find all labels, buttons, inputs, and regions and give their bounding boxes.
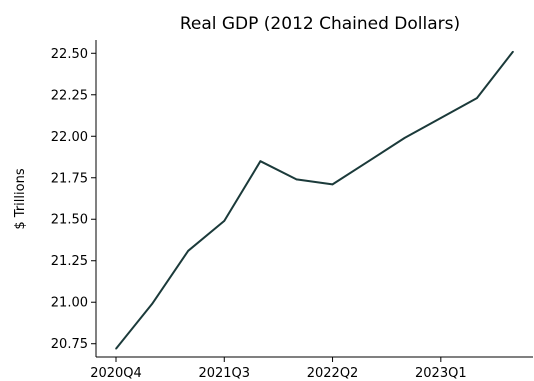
y-tick-label: 21.50: [51, 213, 88, 228]
data-point: [512, 50, 514, 53]
x-tick-label: 2022Q2: [307, 366, 359, 381]
data-point: [367, 160, 370, 162]
y-ticks: 20.75 21.00 21.25 21.50 21.75 22.00 22.25 22.50: [51, 47, 96, 352]
x-tick-label: 2023Q1: [415, 366, 467, 381]
data-point: [440, 117, 442, 119]
data-point: [295, 178, 298, 181]
y-tick-label: 21.75: [51, 171, 88, 186]
y-tick-label: 22.50: [51, 47, 88, 62]
y-tick-label: 21.00: [51, 296, 88, 311]
data-point: [187, 249, 189, 252]
data-point: [223, 220, 226, 222]
series-group: [115, 50, 514, 350]
data-point: [259, 160, 262, 162]
y-tick-label: 21.25: [51, 254, 88, 269]
data-point: [151, 303, 153, 305]
gdp-series-line: [115, 50, 514, 350]
chart-title: Real GDP (2012 Chained Dollars): [180, 14, 460, 34]
y-tick-label: 20.75: [51, 337, 88, 352]
y-axis-label: $ Trillions: [13, 168, 28, 229]
axes: [95, 40, 533, 358]
y-tick-label: 22.00: [51, 130, 88, 145]
x-tick-label: 2021Q3: [198, 366, 250, 381]
data-point: [476, 97, 478, 99]
data-point: [331, 183, 334, 186]
x-ticks: 2020Q4 2021Q3 2022Q2 2023Q1: [90, 357, 467, 381]
y-tick-label: 22.25: [51, 88, 88, 103]
x-tick-label: 2020Q4: [90, 366, 142, 381]
data-point: [403, 137, 406, 139]
data-point: [115, 347, 117, 350]
